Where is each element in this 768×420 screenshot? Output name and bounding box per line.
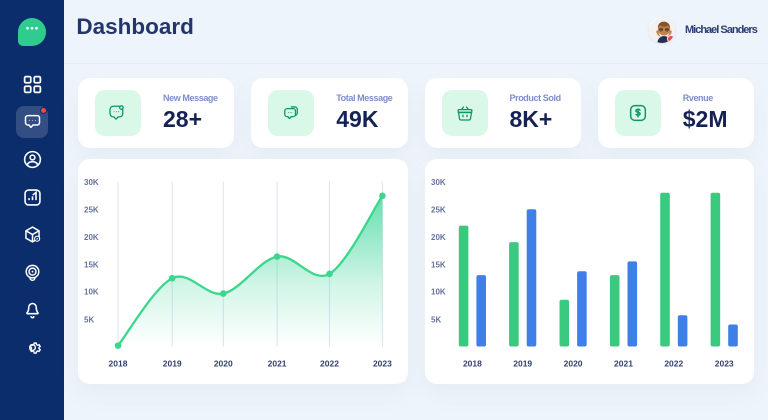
- svg-text:20K: 20K: [431, 233, 446, 242]
- svg-text:25K: 25K: [431, 205, 446, 214]
- svg-text:2018: 2018: [462, 358, 481, 368]
- svg-text:30K: 30K: [431, 178, 446, 187]
- svg-text:2023: 2023: [714, 358, 733, 368]
- svg-text:10K: 10K: [431, 287, 446, 296]
- svg-text:5K: 5K: [431, 315, 441, 324]
- svg-text:2019: 2019: [163, 358, 182, 368]
- svg-text:25K: 25K: [84, 205, 99, 214]
- svg-text:10K: 10K: [84, 287, 99, 296]
- svg-text:2022: 2022: [320, 358, 339, 368]
- svg-text:2020: 2020: [563, 358, 582, 368]
- svg-text:5K: 5K: [84, 315, 94, 324]
- svg-text:30K: 30K: [84, 178, 99, 187]
- svg-text:15K: 15K: [431, 260, 446, 269]
- svg-text:2023: 2023: [373, 358, 392, 368]
- svg-text:2019: 2019: [513, 358, 532, 368]
- svg-text:2022: 2022: [664, 358, 683, 368]
- svg-text:15K: 15K: [84, 260, 99, 269]
- svg-text:2021: 2021: [268, 358, 287, 368]
- svg-text:2021: 2021: [614, 358, 633, 368]
- svg-text:20K: 20K: [84, 233, 99, 242]
- svg-text:2018: 2018: [109, 358, 128, 368]
- svg-text:2020: 2020: [214, 358, 233, 368]
